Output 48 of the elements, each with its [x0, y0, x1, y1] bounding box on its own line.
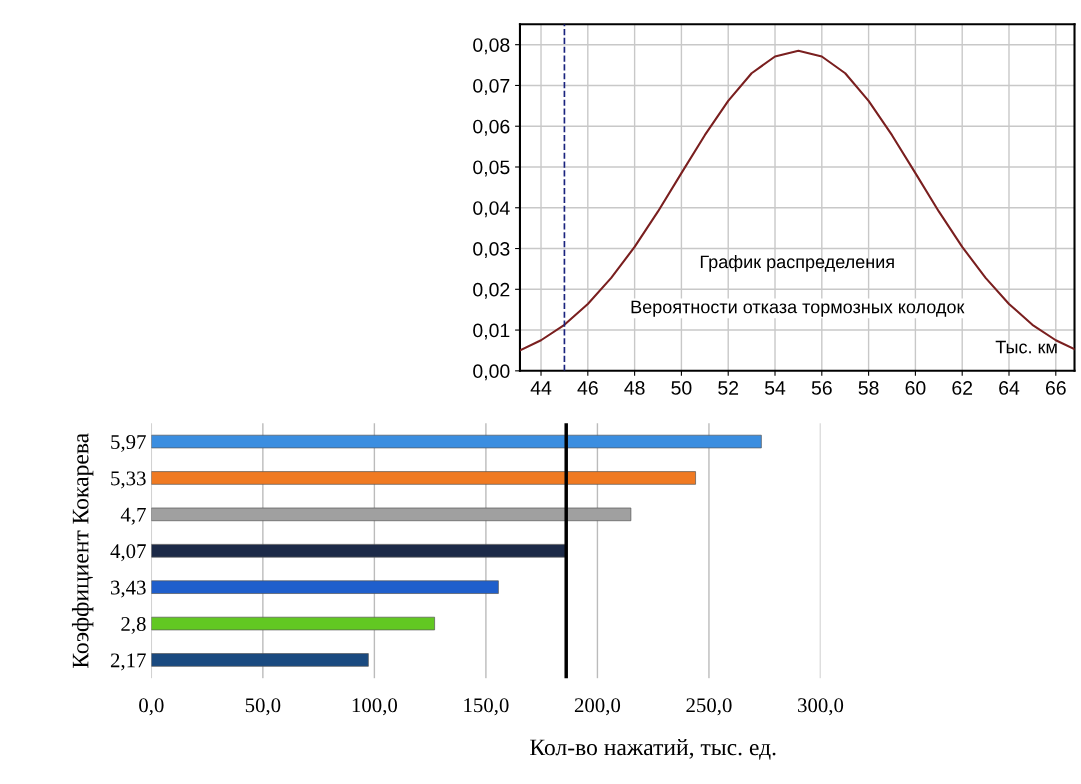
annotation: График распределения: [700, 254, 894, 272]
y-tick-label: 0,02: [473, 282, 510, 299]
y-tick-label: 4,07: [110, 544, 146, 562]
y-tick-label: 2,8: [121, 616, 146, 634]
x-axis-title: Кол-во нажатий, тыс. ед.: [530, 738, 776, 760]
x-tick-label: 0,0: [139, 698, 164, 716]
x-tick-label: 66: [1045, 381, 1066, 395]
x-tick-label: 200,0: [574, 698, 621, 716]
x-tick-label: 100,0: [352, 698, 398, 716]
y-tick-label: 3,43: [111, 580, 146, 598]
x-tick-label: 150,0: [464, 698, 509, 716]
y-tick-label: 5,97: [111, 434, 146, 452]
x-tick-label: 54: [764, 381, 786, 395]
bar: [151, 653, 369, 667]
y-tick-label: 0,06: [473, 119, 510, 136]
x-tick-label: 64: [999, 381, 1020, 395]
line-series: [519, 49, 1075, 352]
bar: [151, 616, 435, 631]
y-tick-label: 2,17: [110, 653, 146, 671]
x-tick-label: 52: [718, 381, 739, 395]
y-tick-label: 0,04: [473, 201, 510, 218]
bar: [151, 580, 499, 594]
y-tick-label: 4,7: [120, 507, 146, 525]
x-tick-label: 48: [624, 381, 645, 395]
y-tick-label: 0,08: [473, 38, 510, 55]
x-tick-label: 250,0: [686, 698, 732, 716]
x-tick-label: 58: [858, 381, 879, 395]
x-tick-label: 50: [671, 381, 692, 395]
bar: [151, 507, 632, 522]
x-tick-label: 50,0: [245, 698, 281, 716]
x-tick-label: 60: [905, 381, 926, 395]
bar: [151, 434, 762, 449]
bar: [151, 471, 696, 485]
y-axis-title: Коэффициент Кокарева: [71, 433, 94, 669]
x-tick-label: 44: [530, 381, 552, 395]
y-tick-label: 0,00: [473, 364, 510, 381]
annotation: Вероятности отказа тормозных колодок: [631, 300, 965, 317]
x-tick-label: 46: [577, 381, 598, 395]
x-axis-title: Тыс. км: [995, 340, 1057, 354]
bar: [151, 544, 566, 558]
y-tick-label: 0,07: [473, 78, 510, 95]
x-tick-label: 300,0: [798, 698, 844, 716]
y-tick-label: 5,33: [111, 471, 146, 489]
x-tick-label: 62: [952, 381, 973, 395]
x-tick-label: 56: [811, 381, 832, 395]
y-tick-label: 0,01: [473, 323, 510, 340]
y-tick-label: 0,05: [473, 160, 510, 177]
y-tick-label: 0,03: [473, 242, 510, 259]
